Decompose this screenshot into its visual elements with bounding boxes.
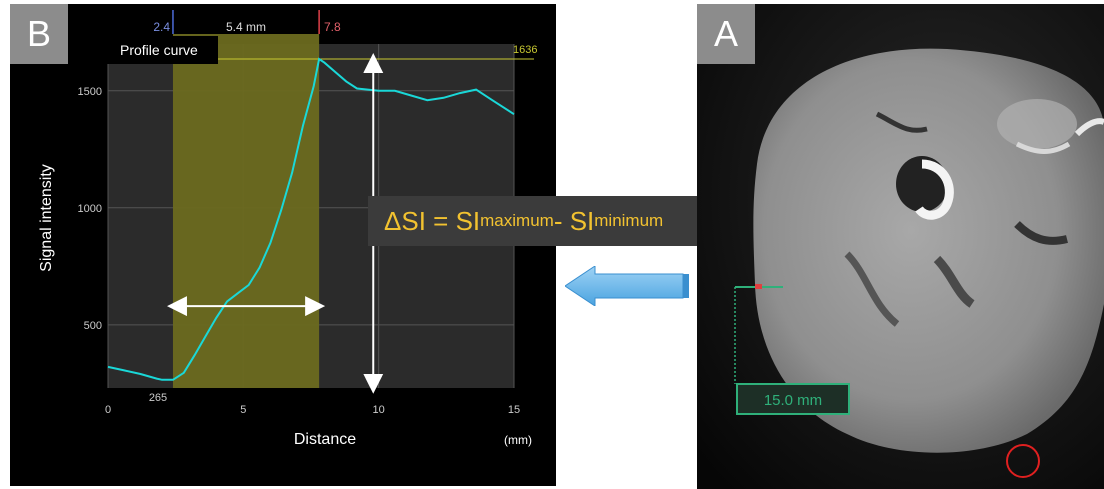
mri-image: 15.0 mm (697, 4, 1104, 489)
x-tick-label: 15 (508, 404, 520, 416)
formula-prefix: ΔSI = SI (384, 205, 481, 236)
panel-a-tag: A (697, 4, 755, 64)
panel-b-tag: B (10, 4, 68, 64)
measure-label: 15.0 mm (764, 392, 822, 409)
y-tick-label: 500 (84, 320, 102, 332)
marker-right-label: 7.8 (324, 20, 341, 34)
y-axis-label: Signal intensity (38, 164, 55, 272)
signal-curve (107, 57, 515, 381)
formula-minus: - SI (553, 205, 595, 236)
mri-panel: 15.0 mm (697, 4, 1104, 489)
y-tick-label: 1000 (78, 203, 102, 215)
formula-sub-max: maximum (480, 211, 554, 230)
marker-left-label: 2.4 (153, 20, 170, 34)
y-tick-labels: 500 1000 1500 (78, 86, 102, 332)
highlight-region (172, 34, 320, 388)
x-tick-label: 0 (105, 404, 111, 416)
x-tick-labels: 0 5 10 15 (105, 404, 520, 416)
y-tick-label: 1500 (78, 86, 102, 98)
min-label: 265 (149, 392, 167, 404)
formula-sub-min: minimum (594, 211, 664, 230)
delta-si-formula: ΔSI = SI maximum - SI minimum (368, 196, 728, 246)
width-label: 5.4 mm (226, 20, 266, 34)
x-tick-label: 10 (373, 404, 385, 416)
left-arrow-icon (565, 266, 689, 306)
profile-curve-label: Profile curve (68, 36, 218, 64)
x-axis-label: Distance (294, 431, 356, 448)
x-tick-label: 5 (240, 404, 246, 416)
x-axis-unit: (mm) (504, 433, 532, 447)
max-label: 1636 (513, 44, 537, 56)
